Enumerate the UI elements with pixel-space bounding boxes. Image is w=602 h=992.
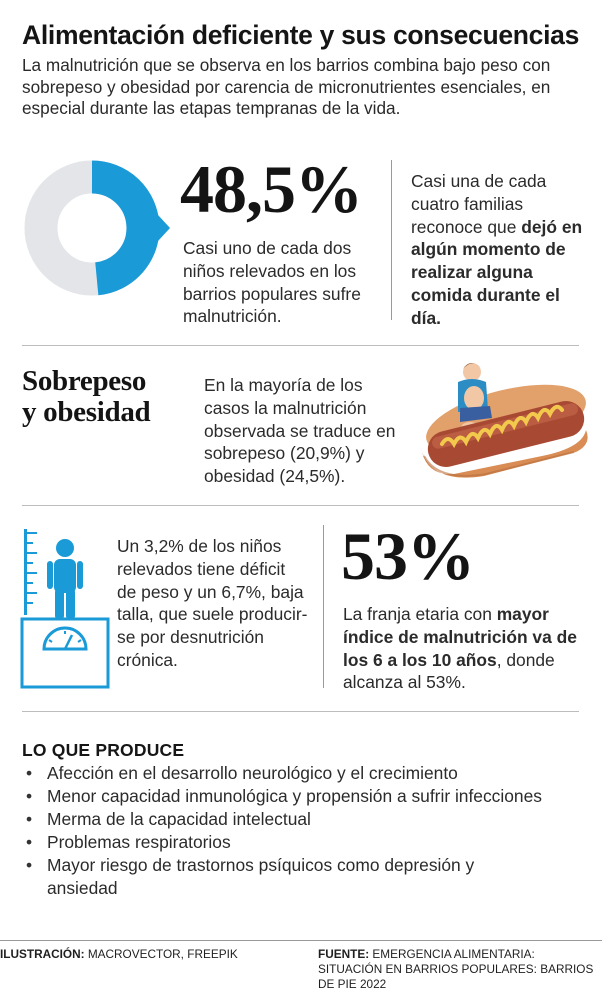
stat-text-48: Casi uno de cada dos niños relevados en … xyxy=(183,238,361,327)
divider-horizontal-1 xyxy=(22,345,579,346)
overweight-heading-line2: y obesidad xyxy=(22,396,151,428)
age-range-normal1: La franja etaria con xyxy=(343,604,497,624)
overweight-heading: Sobrepeso y obesidad xyxy=(22,365,151,428)
intro-paragraph: La malnutrición que se observa en los ba… xyxy=(22,55,551,118)
divider-vertical-2 xyxy=(323,525,324,688)
page-title: Alimentación deficiente y sus consecuenc… xyxy=(22,20,580,50)
illustration-credit: ILUSTRACIÓN: MACROVECTOR, FREEPIK xyxy=(0,947,260,962)
weight-deficit-text: Un 3,2% de los niños relevados tiene déf… xyxy=(117,536,308,670)
source-credit-label: FUENTE: xyxy=(318,947,370,961)
stat-value-48: 48,5% xyxy=(180,151,363,227)
age-range-normal2: , donde alcanza al 53%. xyxy=(343,649,555,693)
families-skip-meals-text: Casi una de cada cuatro familias reconoc… xyxy=(411,170,589,330)
divider-horizontal-3 xyxy=(22,711,579,712)
effects-item: Menor capacidad inmunológica y propensió… xyxy=(22,785,582,808)
overweight-heading-line1: Sobrepeso xyxy=(22,365,147,397)
effects-item: Mayor riesgo de trastornos psíquicos com… xyxy=(22,854,507,900)
illustration-credit-value: MACROVECTOR, FREEPIK xyxy=(87,947,238,961)
age-range-bold: mayor índice de malnutrición va de los 6… xyxy=(343,604,577,670)
child-on-scale-icon xyxy=(20,529,110,689)
effects-item: Merma de la capacidad intelectual xyxy=(22,808,582,831)
overweight-text: En la mayoría de los casos la malnutrici… xyxy=(204,375,396,487)
source-credit-value: EMERGENCIA ALIMENTARIA: SITUACIÓN EN BAR… xyxy=(318,947,594,991)
stat-value-53: 53% xyxy=(341,518,475,594)
effects-list: Afección en el desarrollo neurológico y … xyxy=(22,762,582,900)
divider-horizontal-2 xyxy=(22,505,579,506)
footer-divider xyxy=(0,940,602,941)
effects-item: Afección en el desarrollo neurológico y … xyxy=(22,762,582,785)
illustration-credit-label: ILUSTRACIÓN: xyxy=(0,947,85,961)
donut-ring-value xyxy=(91,160,160,296)
source-credit: FUENTE: EMERGENCIA ALIMENTARIA: SITUACIÓ… xyxy=(318,947,602,992)
families-text-normal: Casi una de cada cuatro familias reconoc… xyxy=(411,171,547,237)
effects-item: Problemas respiratorios xyxy=(22,831,582,854)
effects-title: LO QUE PRODUCE xyxy=(22,740,185,760)
families-text-bold: dejó en algún momento de realizar alguna… xyxy=(411,216,583,328)
donut-chart-icon xyxy=(24,160,170,296)
child-on-hotdog-illustration xyxy=(422,363,588,478)
divider-vertical-1 xyxy=(391,160,392,320)
age-range-text: La franja etaria con mayor índice de mal… xyxy=(343,603,579,694)
donut-pointer xyxy=(158,215,170,241)
